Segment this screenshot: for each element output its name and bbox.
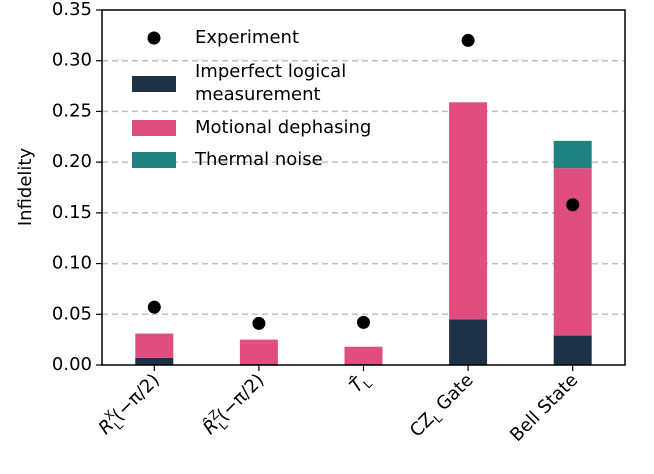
experiment-point bbox=[566, 198, 580, 212]
y-tick-label: 0.25 bbox=[52, 100, 92, 121]
x-tick-label: T̂L bbox=[345, 369, 375, 399]
bar-segment bbox=[449, 102, 488, 320]
y-axis-ticks: 0.00 0.05 0.10 0.15 0.20 0.25 0.30 0.35 bbox=[52, 0, 102, 375]
bars bbox=[135, 102, 592, 365]
plot-frame bbox=[101, 9, 626, 366]
y-tick-label: 0.15 bbox=[52, 202, 92, 223]
y-tick-label: 0.05 bbox=[52, 303, 92, 324]
bar-segment bbox=[135, 333, 174, 358]
legend-swatch bbox=[132, 76, 176, 92]
bar-segment bbox=[239, 339, 278, 364]
legend-label: Imperfect logical bbox=[195, 61, 346, 82]
experiment-points bbox=[147, 33, 580, 330]
legend-swatch bbox=[132, 152, 176, 168]
x-axis-ticks: RXL(−π/2) R̂ZL(−π/2) T̂L CZL Gate Bell State bbox=[92, 365, 582, 446]
bar-segment bbox=[344, 346, 383, 364]
experiment-point bbox=[461, 33, 475, 47]
y-tick-label: 0.35 bbox=[52, 0, 92, 20]
legend-label: Motional dephasing bbox=[195, 117, 371, 138]
bar-segment bbox=[553, 335, 592, 365]
grid-lines bbox=[102, 59, 625, 316]
x-tick-label: Bell State bbox=[506, 370, 582, 446]
x-tick-label: CZL Gate bbox=[406, 370, 480, 444]
experiment-point bbox=[147, 300, 161, 314]
x-tick-label: R̂ZL(−π/2) bbox=[197, 368, 271, 442]
y-tick-label: 0.30 bbox=[52, 50, 92, 71]
bar-segment bbox=[135, 357, 174, 365]
experiment-point bbox=[252, 316, 266, 330]
y-tick-label: 0.00 bbox=[52, 354, 92, 375]
y-axis-label: Infidelity bbox=[15, 148, 36, 227]
bar-segment bbox=[553, 168, 592, 336]
x-tick-label: RXL(−π/2) bbox=[92, 368, 166, 442]
legend-experiment-marker bbox=[147, 31, 161, 45]
legend-swatch bbox=[132, 120, 176, 136]
legend: Experiment Imperfect logical measurement M… bbox=[132, 27, 371, 170]
y-tick-label: 0.20 bbox=[52, 151, 92, 172]
bar-segment bbox=[553, 140, 592, 169]
legend-label: Thermal noise bbox=[194, 149, 323, 170]
bar-segment bbox=[449, 319, 488, 365]
legend-label: measurement bbox=[195, 84, 321, 105]
legend-experiment-label: Experiment bbox=[195, 27, 299, 48]
experiment-point bbox=[357, 315, 370, 329]
y-tick-label: 0.10 bbox=[52, 253, 92, 274]
